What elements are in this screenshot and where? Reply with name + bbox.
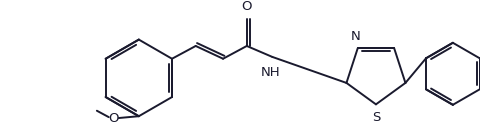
Text: S: S	[371, 111, 379, 124]
Text: N: N	[350, 30, 360, 43]
Text: O: O	[241, 0, 252, 13]
Text: NH: NH	[260, 66, 280, 79]
Text: O: O	[108, 111, 118, 125]
